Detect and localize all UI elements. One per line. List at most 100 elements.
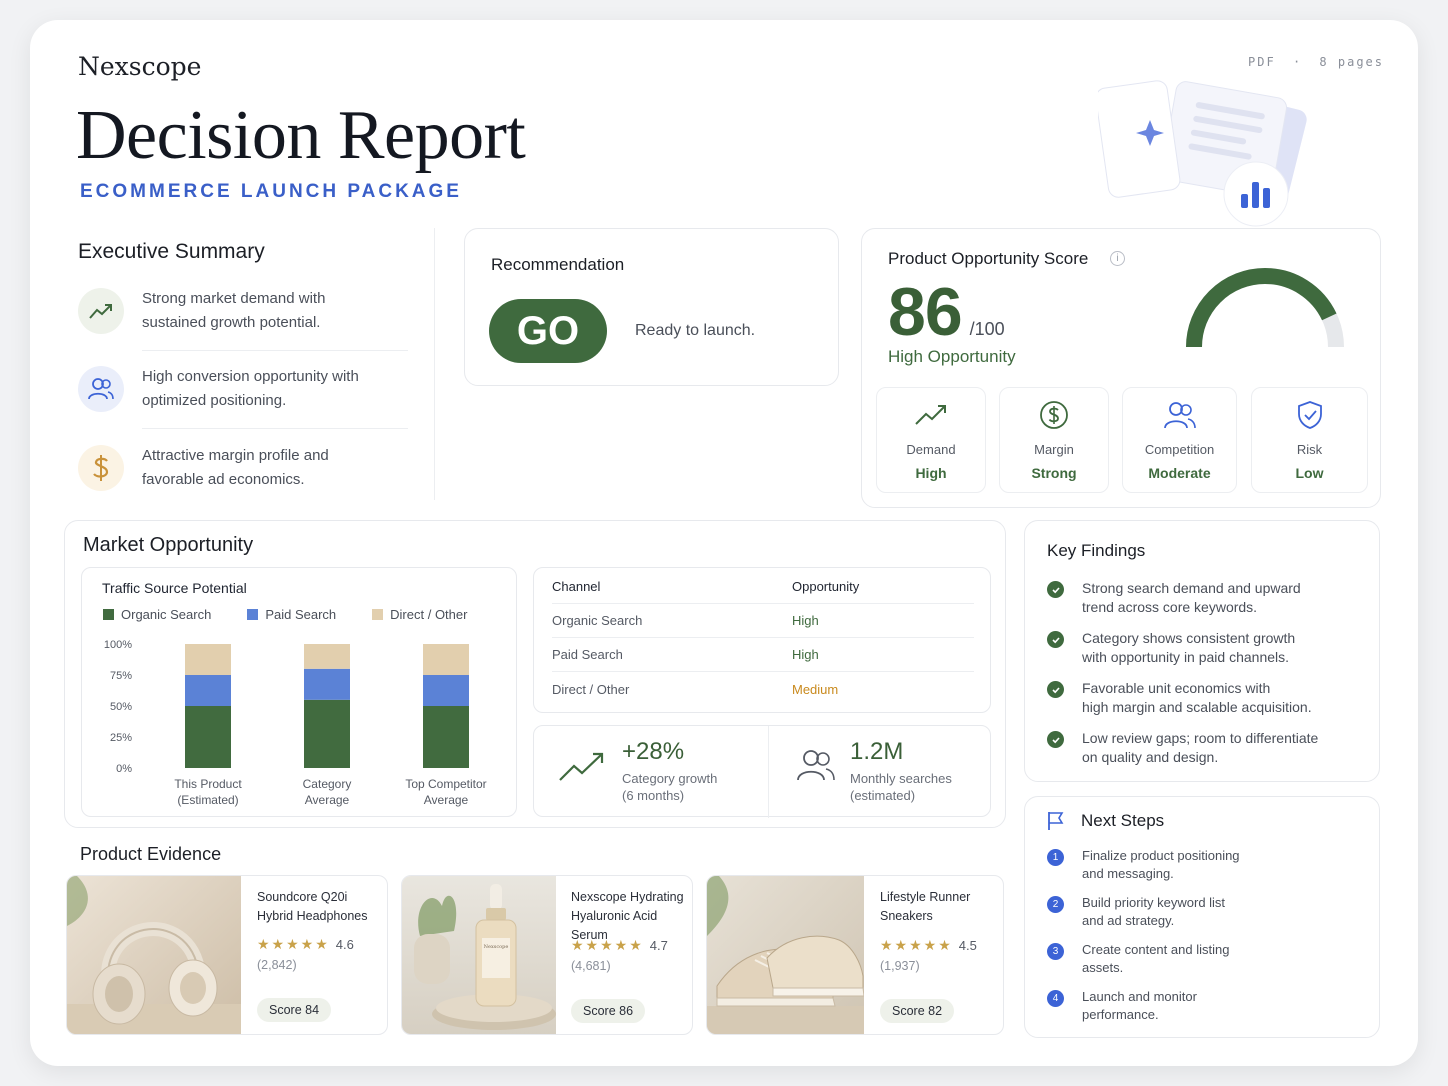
legend-label: Paid Search	[265, 607, 337, 622]
stat-label-line: Category growth	[622, 771, 718, 786]
table-header: Channel Opportunity	[552, 570, 974, 604]
finding-item: Category shows consistent growth with opp…	[1047, 629, 1295, 667]
step-text: assets.	[1082, 960, 1124, 975]
review-count: (4,681)	[571, 959, 611, 973]
metric-card-risk: Risk Low	[1251, 387, 1368, 493]
legend-label: Direct / Other	[390, 607, 468, 622]
metric-label: Risk	[1296, 442, 1323, 457]
summary-text-line: Strong market demand with	[142, 290, 326, 307]
info-icon[interactable]: i	[1110, 251, 1125, 266]
step-text: Build priority keyword list	[1082, 895, 1226, 910]
step-item: 4 Launch and monitor performance.	[1047, 988, 1197, 1024]
divider	[768, 726, 769, 818]
stat-value: 1.2M	[850, 738, 904, 765]
format-label: PDF	[1248, 55, 1276, 69]
finding-item: Low review gaps; room to differentiate on…	[1047, 729, 1318, 767]
bar-segment	[423, 675, 469, 706]
summary-item: High conversion opportunity with optimize…	[78, 365, 408, 413]
next-steps-title: Next Steps	[1081, 811, 1165, 830]
product-name: Lifestyle Runner	[880, 890, 971, 904]
x-tick-label: Average	[305, 793, 350, 807]
step-text: performance.	[1082, 1007, 1159, 1022]
score-max: /100	[969, 319, 1005, 339]
legend-item: Paid Search	[247, 607, 336, 622]
check-icon	[1047, 731, 1064, 748]
report-illustration	[1095, 70, 1318, 230]
trend-up-icon	[558, 750, 606, 789]
product-card[interactable]: Soundcore Q20i Hybrid Headphones ★★★★★ 4.6…	[66, 875, 388, 1035]
y-tick-label: 100%	[104, 639, 132, 651]
check-icon	[1047, 681, 1064, 698]
serum-image: Nexscope	[402, 876, 556, 1034]
chart-legend: Organic Search Paid Search Direct / Othe…	[103, 607, 467, 622]
finding-text: high margin and scalable acquisition.	[1082, 699, 1312, 715]
metric-card-margin: Margin Strong	[999, 387, 1109, 493]
legend-label: Organic Search	[121, 607, 212, 622]
score-title: Product Opportunity Score	[888, 249, 1089, 268]
stars-icon: ★★★★★	[257, 936, 330, 952]
flag-icon	[1047, 811, 1065, 836]
trend-up-icon	[877, 400, 985, 434]
go-badge: GO	[489, 299, 607, 363]
product-evidence-title: Product Evidence	[80, 844, 222, 864]
finding-text: on quality and design.	[1082, 749, 1219, 765]
divider	[434, 228, 435, 500]
product-name: Soundcore Q20i	[257, 890, 348, 904]
rating-value: 4.6	[335, 937, 354, 952]
step-item: 1 Finalize product positioning and messag…	[1047, 847, 1240, 883]
product-name: Hybrid Headphones	[257, 909, 368, 923]
product-name: Nexscope Hydrating	[571, 890, 684, 904]
recommendation-panel: Recommendation GO Ready to launch.	[464, 228, 839, 386]
stacked-bar-chart: 0% 25% 50% 75% 100% This Product (Estimated) Ca…	[104, 639, 487, 807]
star-rating: ★★★★★ 4.7	[571, 937, 668, 954]
step-number: 3	[1047, 943, 1064, 960]
opportunity-cell: High	[792, 613, 819, 628]
x-tick-label: This Product	[174, 777, 242, 791]
summary-text-line: Attractive margin profile and	[142, 447, 329, 464]
bottle-label: Nexscope	[484, 944, 509, 950]
executive-summary-title: Executive Summary	[78, 240, 265, 263]
users-icon	[1123, 400, 1236, 434]
product-card[interactable]: Nexscope Nexscope Hydrating Hyaluronic Ac…	[401, 875, 693, 1035]
legend-item: Organic Search	[103, 607, 211, 622]
stat-value: +28%	[622, 738, 685, 765]
divider	[142, 350, 408, 351]
legend-swatch	[103, 609, 114, 620]
next-steps-panel: Next Steps 1 Finalize product positionin…	[1024, 796, 1380, 1038]
market-opportunity-title: Market Opportunity	[83, 534, 254, 556]
x-tick-label: Category	[303, 777, 352, 791]
step-text: and ad strategy.	[1082, 913, 1175, 928]
summary-text-line: sustained growth potential.	[142, 314, 321, 331]
channel-table: Channel Opportunity Organic Search High …	[533, 567, 991, 713]
users-icon	[796, 748, 836, 787]
finding-text: Favorable unit economics with	[1082, 680, 1271, 696]
bar-segment	[185, 644, 231, 675]
sparkle-icon	[1136, 120, 1164, 146]
score-level: High Opportunity	[888, 347, 1016, 366]
chart-title: Traffic Source Potential	[102, 580, 247, 596]
star-rating: ★★★★★ 4.6	[257, 936, 354, 953]
metric-value: High	[915, 465, 947, 481]
metric-label: Margin	[1034, 442, 1074, 457]
table-row: Organic Search High	[552, 604, 974, 638]
column-header: Channel	[552, 579, 601, 594]
step-text: Finalize product positioning	[1082, 848, 1240, 863]
summary-item: Attractive margin profile and favorable a…	[78, 444, 408, 492]
product-card[interactable]: Lifestyle Runner Sneakers ★★★★★ 4.5 (1,937…	[706, 875, 1004, 1035]
page-count: 8 pages	[1319, 55, 1384, 69]
dollar-icon	[78, 445, 124, 491]
step-item: 2 Build priority keyword list and ad stra…	[1047, 894, 1225, 930]
check-icon	[1047, 581, 1064, 598]
step-text: Launch and monitor	[1082, 989, 1197, 1004]
step-item: 3 Create content and listing assets.	[1047, 941, 1229, 977]
recommendation-title: Recommendation	[491, 255, 625, 274]
sneakers-image	[707, 876, 865, 1034]
score-display: 86 /100	[888, 273, 1005, 351]
rating-value: 4.7	[649, 938, 668, 953]
page-title: Decision Report	[76, 97, 526, 174]
finding-text: with opportunity in paid channels.	[1082, 649, 1290, 665]
dollar-circle-icon	[1000, 400, 1108, 434]
legend-swatch	[247, 609, 259, 620]
y-tick-label: 0%	[116, 763, 132, 775]
stat-label-line: Monthly searches	[850, 771, 952, 786]
